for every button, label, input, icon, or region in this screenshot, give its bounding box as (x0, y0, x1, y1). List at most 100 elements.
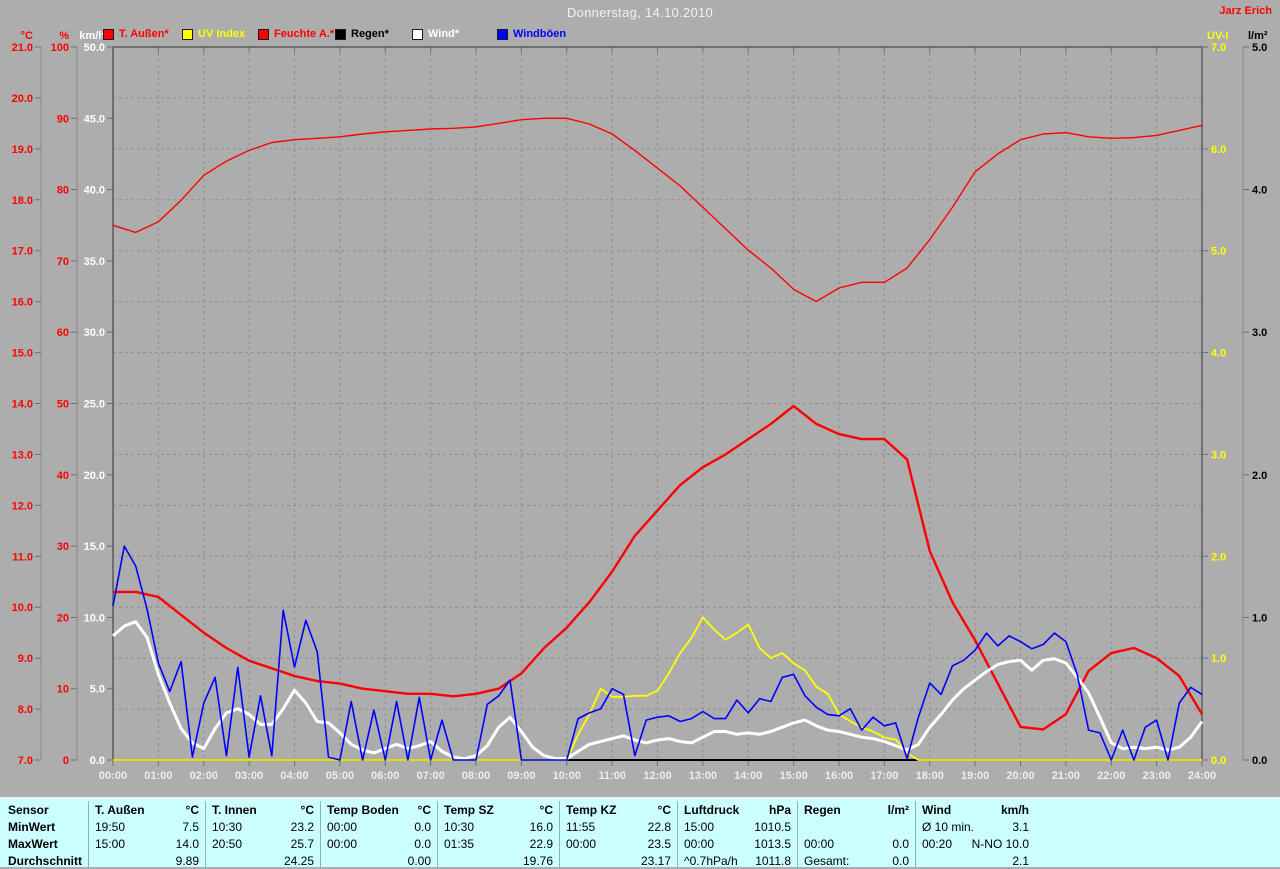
table-cell-regen: Regen l/m² (797, 801, 915, 818)
table-cell-wind: Ø 10 min. 3.1 (915, 818, 1035, 835)
cell-time: Regen (804, 802, 841, 817)
svg-text:50: 50 (57, 399, 69, 411)
table-cell-t-innen: 10:30 23.2 (205, 818, 320, 835)
cell-value: °C (300, 802, 314, 817)
legend-item: T. Außen* (103, 28, 169, 40)
table-cell-temp-sz: 19.76 (437, 852, 559, 869)
cell-time: Temp KZ (566, 802, 617, 817)
table-cell-wind: 2.1 (915, 852, 1035, 869)
svg-text:l/m²: l/m² (1248, 30, 1268, 42)
legend-swatch-icon (182, 28, 193, 40)
cell-time: 10:30 (444, 819, 475, 834)
svg-text:15:00: 15:00 (780, 770, 808, 782)
svg-text:7.0: 7.0 (1211, 42, 1226, 54)
svg-text:70: 70 (57, 256, 69, 268)
page-title: Donnerstag, 14.10.2010 (566, 5, 714, 20)
cell-value: 22.9 (529, 836, 553, 851)
series-wind (112, 620, 1204, 761)
cell-value: 0.0 (892, 853, 909, 868)
cell-value: 0.0 (414, 819, 431, 834)
cell-value: N-NO 10.0 (971, 836, 1029, 851)
series-t-au-en (113, 404, 1204, 731)
table-cell-luftdruck: 00:00 1013.5 (677, 835, 797, 852)
series-uv-index (113, 616, 1202, 761)
cell-time: Temp SZ (444, 802, 494, 817)
table-cell-temp-sz: 01:35 22.9 (437, 835, 559, 852)
table-cell-luftdruck: Luftdruck hPa (677, 801, 797, 818)
sensor-stats-table: Sensor T. Außen °C T. Innen °C Temp Boden °C Te… (0, 797, 1280, 869)
svg-text:18.0: 18.0 (12, 195, 33, 207)
svg-text:16:00: 16:00 (825, 770, 853, 782)
cell-value: 1011.8 (755, 853, 791, 868)
svg-text:22:00: 22:00 (1097, 770, 1125, 782)
legend-item: Wind* (412, 28, 459, 40)
svg-text:°C: °C (21, 30, 33, 42)
row-label: Sensor (8, 802, 49, 817)
cell-value: 0.00 (407, 853, 431, 868)
svg-text:15.0: 15.0 (84, 541, 105, 553)
legend-swatch-icon (258, 28, 269, 40)
table-cell-temp-boden: 00:00 0.0 (320, 818, 437, 835)
svg-text:0.0: 0.0 (1252, 755, 1267, 767)
table-cell-regen: Gesamt: 0.0 (797, 852, 915, 869)
table-cell-luftdruck: 15:00 1010.5 (677, 818, 797, 835)
cell-value: l/m² (887, 802, 909, 817)
svg-text:25.0: 25.0 (84, 399, 105, 411)
table-row: MinWert 19:50 7.5 10:30 23.2 00:00 0.0 10:30 16.… (0, 818, 1280, 835)
cell-time: 19:50 (95, 819, 126, 834)
table-cell-wind: Wind km/h (915, 801, 1035, 818)
table-cell-temp-boden: 00:00 0.0 (320, 835, 437, 852)
cell-value: 25.7 (290, 836, 314, 851)
svg-text:01:00: 01:00 (144, 770, 172, 782)
svg-text:19.0: 19.0 (12, 144, 33, 156)
svg-text:06:00: 06:00 (371, 770, 399, 782)
table-cell-t-au-en: T. Außen °C (88, 801, 205, 818)
table-cell-t-innen: 24.25 (205, 852, 320, 869)
chart-svg: 7.0 8.0 9.0 10.0 11.0 12.0 13.0 14.0 15.0 16.0 17.… (12, 30, 1268, 782)
cell-value: 23.2 (290, 819, 314, 834)
table-cell-temp-kz: 00:00 23.5 (559, 835, 677, 852)
author-label: Jarz Erich (1219, 5, 1272, 17)
svg-text:45.0: 45.0 (84, 113, 105, 125)
cell-time: 10:30 (212, 819, 243, 834)
cell-value: hPa (768, 802, 791, 817)
table-cell-temp-sz: 10:30 16.0 (437, 818, 559, 835)
svg-text:11.0: 11.0 (12, 551, 33, 563)
table-cell-temp-kz: 11:55 22.8 (559, 818, 677, 835)
cell-value: °C (539, 802, 553, 817)
cell-value: 14.0 (175, 836, 199, 851)
legend-label: Wind* (428, 28, 460, 40)
svg-text:8.0: 8.0 (18, 704, 33, 716)
svg-text:5.0: 5.0 (90, 684, 105, 696)
table-cell-t-innen: T. Innen °C (205, 801, 320, 818)
row-label: MinWert (8, 819, 56, 834)
svg-text:10:00: 10:00 (553, 770, 581, 782)
series-windb-en (112, 545, 1203, 761)
cell-time: 00:00 (684, 836, 715, 851)
legend-item: Feuchte A.* (258, 28, 334, 40)
svg-text:50.0: 50.0 (84, 42, 105, 54)
legend-item: Windböen (497, 28, 566, 40)
cell-value: 1013.5 (754, 836, 791, 851)
table-cell-temp-kz: Temp KZ °C (559, 801, 677, 818)
svg-text:30: 30 (57, 541, 69, 553)
svg-text:40: 40 (57, 470, 69, 482)
table-cell-temp-boden: Temp Boden °C (320, 801, 437, 818)
table-cell-wind: 00:20 N-NO 10.0 (915, 835, 1035, 852)
chart-legend: T. Außen* UV Index Feuchte A.* Regen* Wind* W… (0, 28, 1280, 44)
cell-time: 20:50 (212, 836, 243, 851)
legend-swatch-icon (103, 28, 114, 40)
svg-text:4.0: 4.0 (1252, 185, 1267, 197)
svg-text:7.0: 7.0 (18, 755, 33, 767)
cell-value: 16.0 (529, 819, 553, 834)
svg-text:20.0: 20.0 (12, 93, 33, 105)
cell-value: 2.1 (1012, 853, 1029, 868)
svg-text:35.0: 35.0 (84, 256, 105, 268)
svg-text:15.0: 15.0 (12, 348, 33, 360)
row-label: Durchschnitt (8, 853, 83, 868)
svg-text:20: 20 (57, 612, 69, 624)
cell-value: 22.8 (647, 819, 671, 834)
legend-swatch-icon (335, 28, 346, 40)
legend-item: Regen* (335, 28, 389, 40)
